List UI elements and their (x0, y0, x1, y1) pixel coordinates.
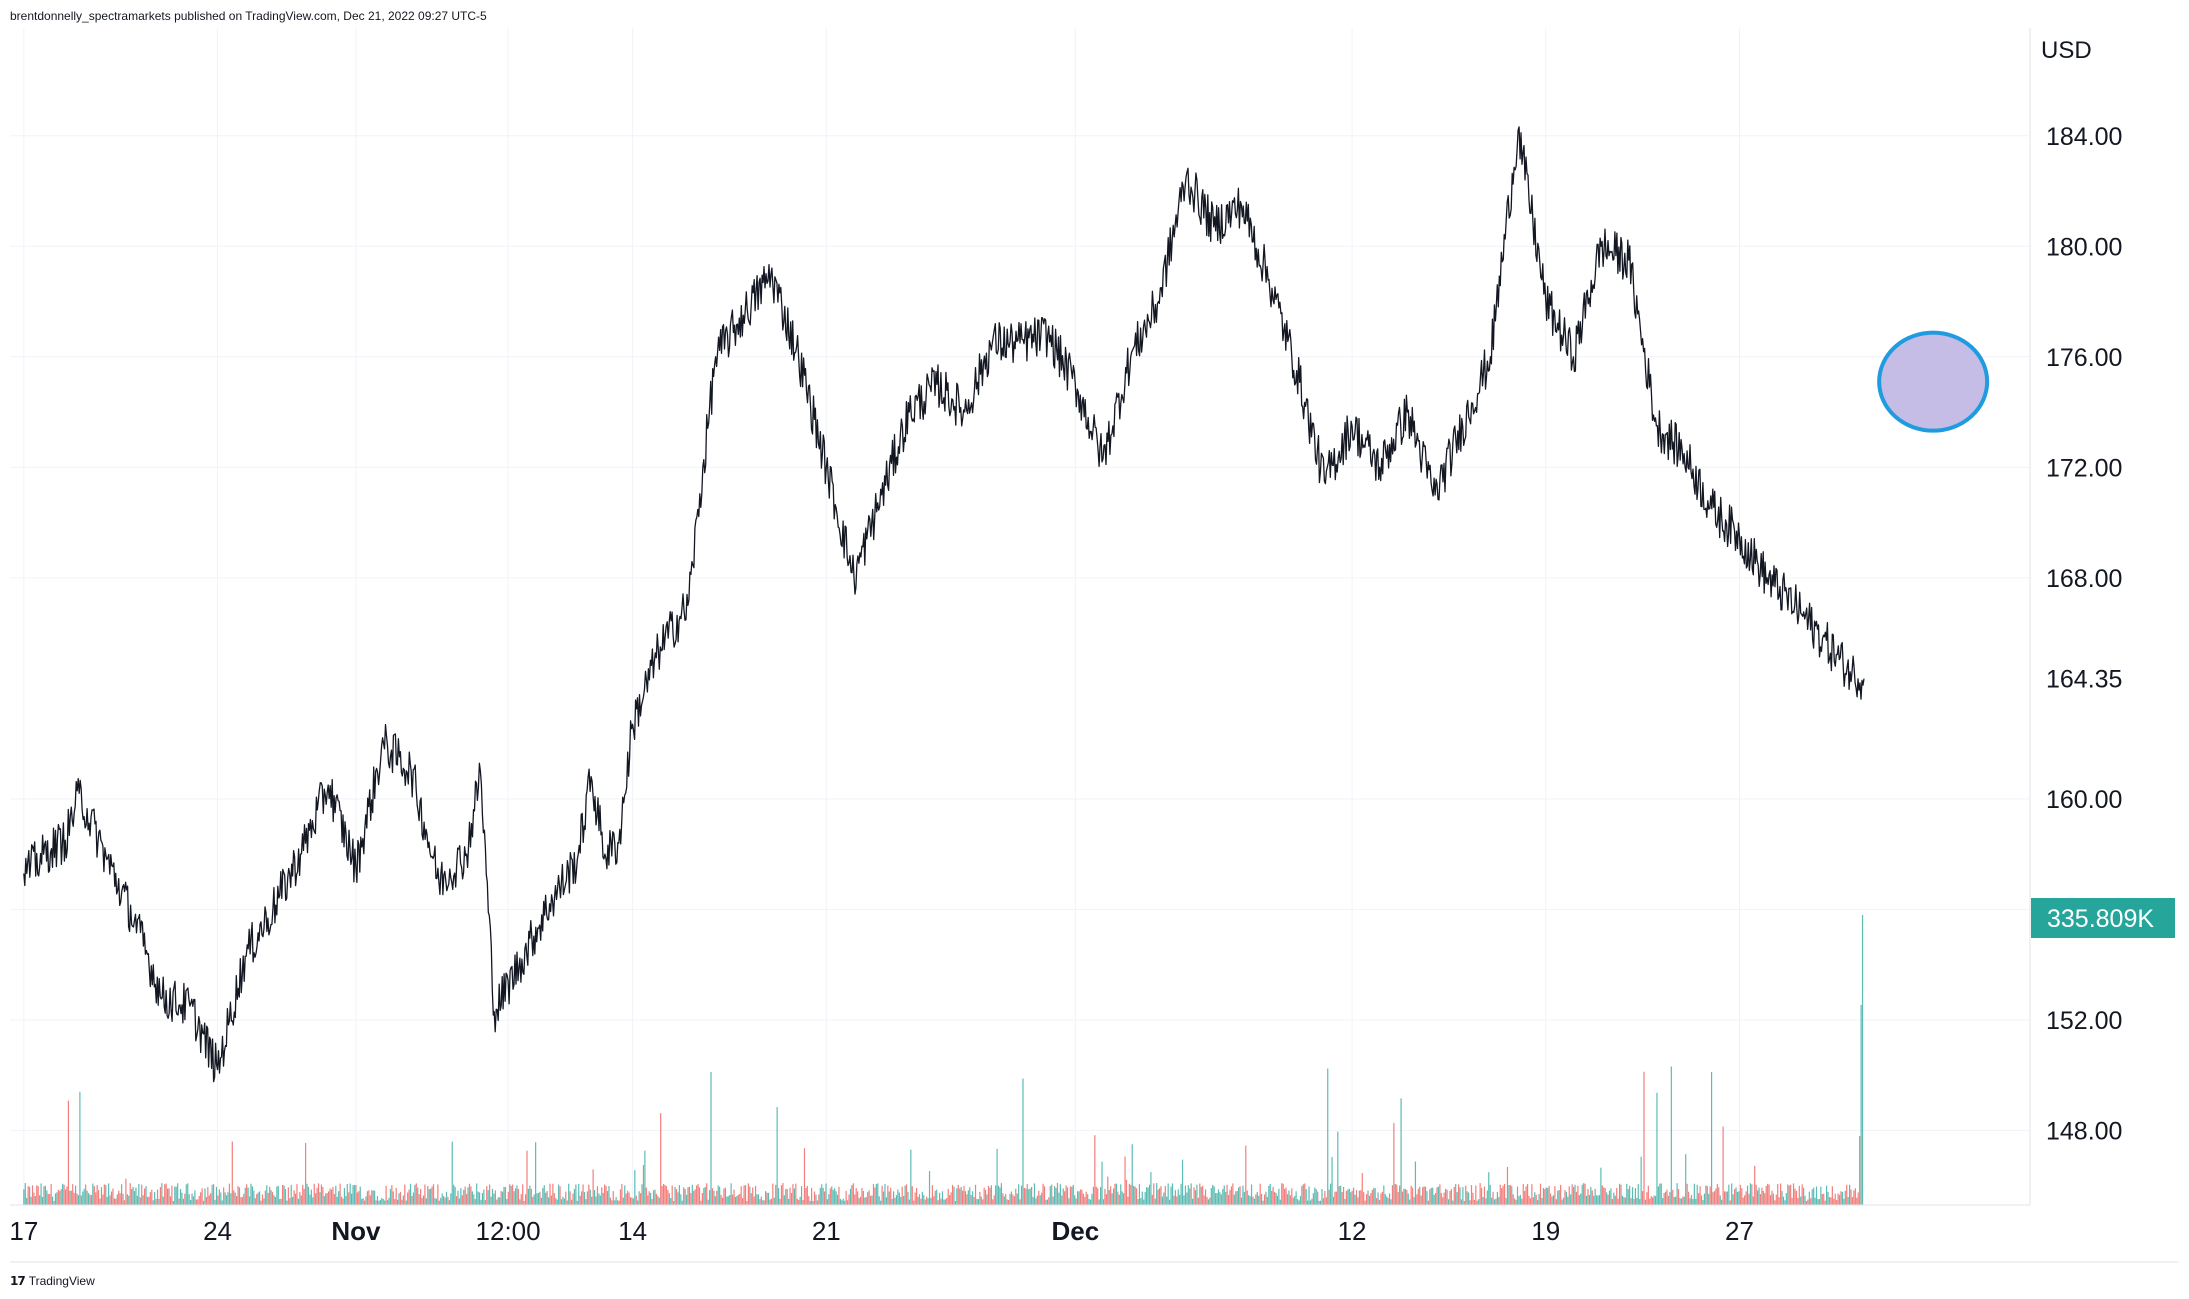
x-tick-label: 17 (9, 1216, 38, 1246)
tradingview-footer[interactable]: 17 TradingView (10, 1274, 95, 1288)
tradingview-brand-text: TradingView (28, 1274, 95, 1288)
x-tick-label: Nov (331, 1216, 381, 1246)
y-tick-label: 180.00 (2046, 233, 2122, 261)
last-price-label: 164.35 (2046, 666, 2122, 694)
currency-label: USD (2041, 37, 2092, 64)
y-tick-label: 160.00 (2046, 786, 2122, 814)
x-tick-label: 19 (1531, 1216, 1560, 1246)
annotation-layer (1877, 330, 1990, 433)
price-line-layer (23, 126, 1865, 1083)
x-tick-label: 12 (1338, 1216, 1367, 1246)
y-tick-label: 148.00 (2046, 1117, 2122, 1145)
y-tick-label: 168.00 (2046, 565, 2122, 593)
x-tick-label: 14 (618, 1216, 647, 1246)
grid-lines (10, 28, 2030, 1205)
annotation-ellipse[interactable] (1877, 330, 1990, 433)
x-tick-label: 27 (1725, 1216, 1754, 1246)
volume-badge-label: 335.809K (2047, 905, 2154, 933)
x-tick-label: 12:00 (476, 1216, 541, 1246)
y-tick-label: 184.00 (2046, 123, 2122, 151)
tradingview-logo-icon: 17 (10, 1274, 26, 1288)
x-tick-label: 24 (203, 1216, 232, 1246)
volume-bars (23, 915, 1864, 1205)
price-series-line (23, 126, 1865, 1083)
axes[interactable]: USD 184.00 180.00 176.00 172.00 168.00 164.35 1… (9, 28, 2179, 1263)
y-tick-label: 152.00 (2046, 1007, 2122, 1035)
y-tick-label: 172.00 (2046, 454, 2122, 482)
x-tick-label: 21 (812, 1216, 841, 1246)
last-price-label-bg (2031, 658, 2151, 699)
volume-badge (2031, 898, 2175, 938)
x-tick-label: Dec (1051, 1216, 1099, 1246)
publisher-line: brentdonnelly_spectramarkets published o… (10, 9, 487, 23)
y-tick-label: 176.00 (2046, 344, 2122, 372)
